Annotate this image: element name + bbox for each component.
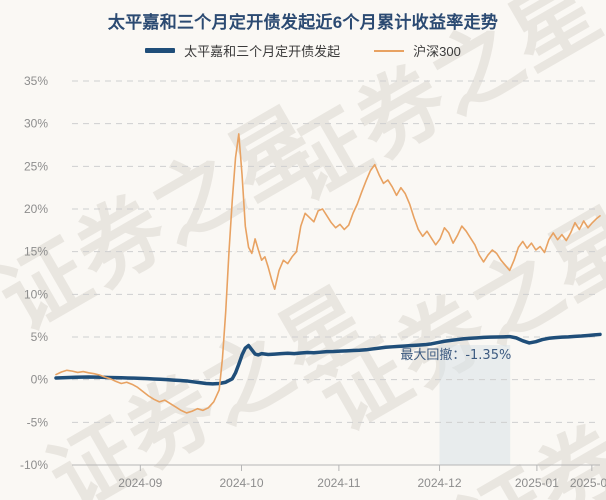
y-axis-tick-label: -10%: [20, 458, 48, 472]
y-axis-tick-label: 25%: [24, 159, 48, 173]
x-axis-tick-label: 2025-01: [515, 476, 559, 490]
x-axis-tick-label: 2025-02: [570, 476, 606, 490]
legend-label-index: 沪深300: [413, 44, 461, 59]
y-axis-tick-label: -5%: [27, 415, 49, 429]
max-drawdown-band: [439, 345, 511, 465]
series-line-index: [55, 133, 601, 414]
legend-item-fund[interactable]: 太平嘉和三个月定开债发起: [145, 41, 340, 60]
y-axis-tick-label: 20%: [24, 202, 48, 216]
y-axis-tick-label: 15%: [24, 245, 48, 259]
y-axis-tick-label: 35%: [24, 74, 48, 88]
y-axis-tick-label: 5%: [31, 330, 49, 344]
legend-swatch-index-icon: [374, 49, 405, 52]
y-axis-tick-label: 0%: [31, 373, 49, 387]
legend-label-fund: 太平嘉和三个月定开债发起: [184, 44, 341, 59]
max-drawdown-annotation: 最大回撤：-1.35%: [400, 347, 511, 363]
legend-swatch-fund-icon: [145, 48, 176, 53]
x-axis-tick-label: 2024-09: [118, 476, 162, 490]
y-axis-tick-label: 10%: [24, 287, 48, 301]
x-axis-tick-label: 2024-11: [317, 476, 360, 490]
x-axis-tick-label: 2024-12: [417, 476, 461, 490]
x-axis-tick-label: 2024-10: [219, 476, 263, 490]
chart-title: 太平嘉和三个月定开债发起近6个月累计收益率走势: [107, 13, 499, 32]
chart-legend: 太平嘉和三个月定开债发起 沪深300: [0, 41, 606, 60]
legend-item-index[interactable]: 沪深300: [374, 41, 461, 60]
series-line-fund: [54, 332, 602, 386]
y-axis-tick-label: 30%: [24, 117, 48, 131]
